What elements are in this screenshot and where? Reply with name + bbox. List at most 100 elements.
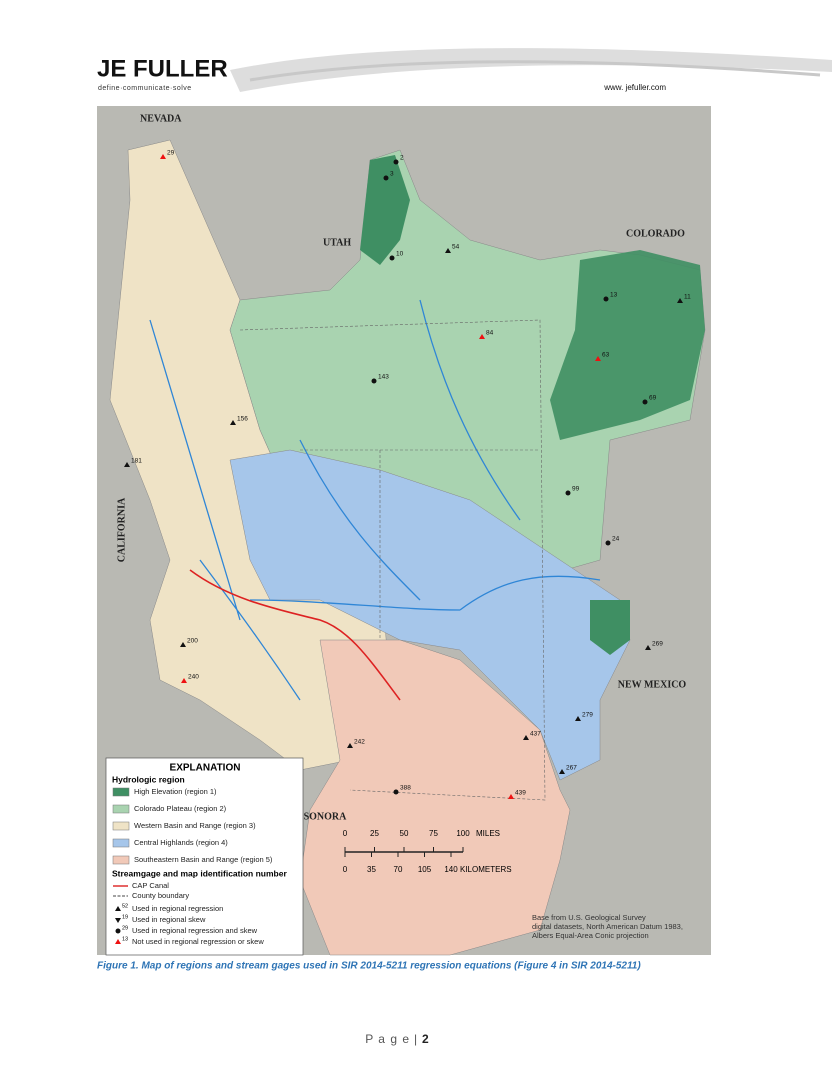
scale-unit: KILOMETERS (460, 865, 512, 874)
gage-id: 181 (131, 458, 142, 465)
gage-symbol (383, 175, 389, 181)
state-label: SONORA (304, 811, 348, 822)
gage-symbol (575, 716, 581, 721)
scale-label: 140 (444, 865, 458, 874)
gage-symbol (479, 334, 485, 339)
header-swoosh (230, 48, 832, 92)
legend-heading: Streamgage and map identification number (112, 868, 287, 878)
state-label: CALIFORNIA (116, 497, 127, 562)
legend-swatch (112, 787, 130, 797)
scale-label: 105 (418, 865, 432, 874)
legend-label: Used in regional skew (132, 915, 206, 924)
website: www. jefuller.com (603, 83, 666, 92)
legend-label: Colorado Plateau (region 2) (134, 804, 227, 813)
gage-id: 267 (566, 765, 577, 772)
gage-symbol (181, 678, 187, 683)
gage-symbol (677, 298, 683, 303)
state-label: COLORADO (626, 228, 685, 239)
gage-symbol (371, 378, 377, 384)
legend-symbol-id: 29 (122, 925, 128, 931)
region-central-highlands (229, 449, 631, 781)
gage-symbol (642, 399, 648, 405)
legend-label: CAP Canal (132, 881, 169, 890)
scale-label: 70 (394, 865, 403, 874)
legend-symbol-id: 19 (122, 914, 128, 920)
gage-id: 24 (612, 536, 620, 543)
gage-symbol (565, 490, 571, 496)
gage-symbol (508, 794, 514, 799)
state-label: NEW MEXICO (618, 679, 687, 690)
gage-id: 269 (652, 641, 663, 648)
state-label: UTAH (323, 237, 351, 248)
legend-label: Western Basin and Range (region 3) (134, 821, 256, 830)
gage-id: 388 (400, 785, 411, 792)
header-swoosh (249, 60, 821, 82)
legend-swatch (112, 804, 130, 814)
legend-regions: High Elevation (region 1) Colorado Platea… (112, 787, 273, 865)
map: 29 2 3 54 10 13 11 63 69 99 24 143 156 181 200 240 267 27… (97, 106, 711, 956)
scale-label: 35 (367, 865, 376, 874)
county-boundary (239, 319, 546, 801)
gage-id: 69 (649, 395, 657, 402)
legend-label: Used in regional regression (132, 904, 223, 913)
gage-id: 13 (610, 292, 618, 299)
page-number: 2 (422, 1032, 429, 1046)
cap-canal (189, 569, 401, 701)
region-high-elevation (590, 600, 630, 655)
gage-symbol (595, 356, 601, 361)
legend-symbols: 52 Used in regional regression 19 Used in r… (115, 903, 264, 946)
gage-id: 3 (390, 171, 394, 178)
source-note: digital datasets, North American Datum 1… (532, 922, 683, 931)
river (149, 299, 601, 701)
scale-label: 25 (370, 829, 379, 838)
gage-id: 29 (167, 150, 175, 157)
legend-heading: Hydrologic region (112, 774, 185, 784)
gage-id: 242 (354, 739, 365, 746)
gage-symbol (124, 462, 130, 467)
gage-id: 54 (452, 244, 460, 251)
gage-symbol (603, 296, 609, 302)
gage-symbol (445, 248, 451, 253)
gage-symbol (389, 255, 395, 261)
source-note: Albers Equal-Area Conic projection (532, 931, 649, 940)
logo: JE FULLER (97, 55, 228, 82)
gage-symbol (393, 789, 399, 795)
gage-symbol (605, 540, 611, 546)
gage-symbol (180, 642, 186, 647)
region-high-elevation (550, 250, 705, 440)
gage-symbol (523, 735, 529, 740)
legend-label: High Elevation (region 1) (134, 787, 217, 796)
caption: Figure 1. Map of regions and stream gage… (97, 961, 641, 972)
gage-symbol (347, 743, 353, 748)
legend-label: Southeastern Basin and Range (region 5) (134, 855, 273, 864)
legend-label: Not used in regional regression or skew (132, 937, 264, 946)
legend-symbol-id: 13 (122, 936, 128, 942)
gages: 29 2 3 54 10 13 11 63 69 99 24 143 156 181 200 240 267 27… (124, 150, 691, 799)
region-high-elevation (360, 155, 410, 265)
gage-id: 2 (400, 155, 404, 162)
gage-id: 156 (237, 416, 248, 423)
scale-bar: 0 25 50 75 100 MILES 0 35 70 105 140 KILOMETERS (343, 829, 512, 874)
scale-label: 0 (343, 865, 348, 874)
legend-title: EXPLANATION (170, 763, 241, 774)
gage-id: 240 (188, 674, 199, 681)
legend-symbol-id: 52 (122, 903, 128, 909)
legend-label: Central Highlands (region 4) (134, 838, 228, 847)
gage-symbol (115, 906, 121, 911)
gage-symbol (115, 918, 121, 923)
legend-box (105, 757, 304, 956)
tagline: define·communicate·solve (98, 85, 192, 92)
gage-symbol (559, 769, 565, 774)
legend-swatch (112, 855, 130, 865)
legend-swatch (112, 821, 130, 831)
gage-symbol (393, 159, 399, 165)
gage-id: 439 (515, 790, 526, 797)
legend-label: County boundary (132, 891, 189, 900)
gage-id: 10 (396, 251, 404, 258)
gage-id: 84 (486, 330, 494, 337)
scale-label: 75 (429, 829, 438, 838)
legend-swatch (112, 838, 130, 848)
scale-label: 50 (400, 829, 409, 838)
